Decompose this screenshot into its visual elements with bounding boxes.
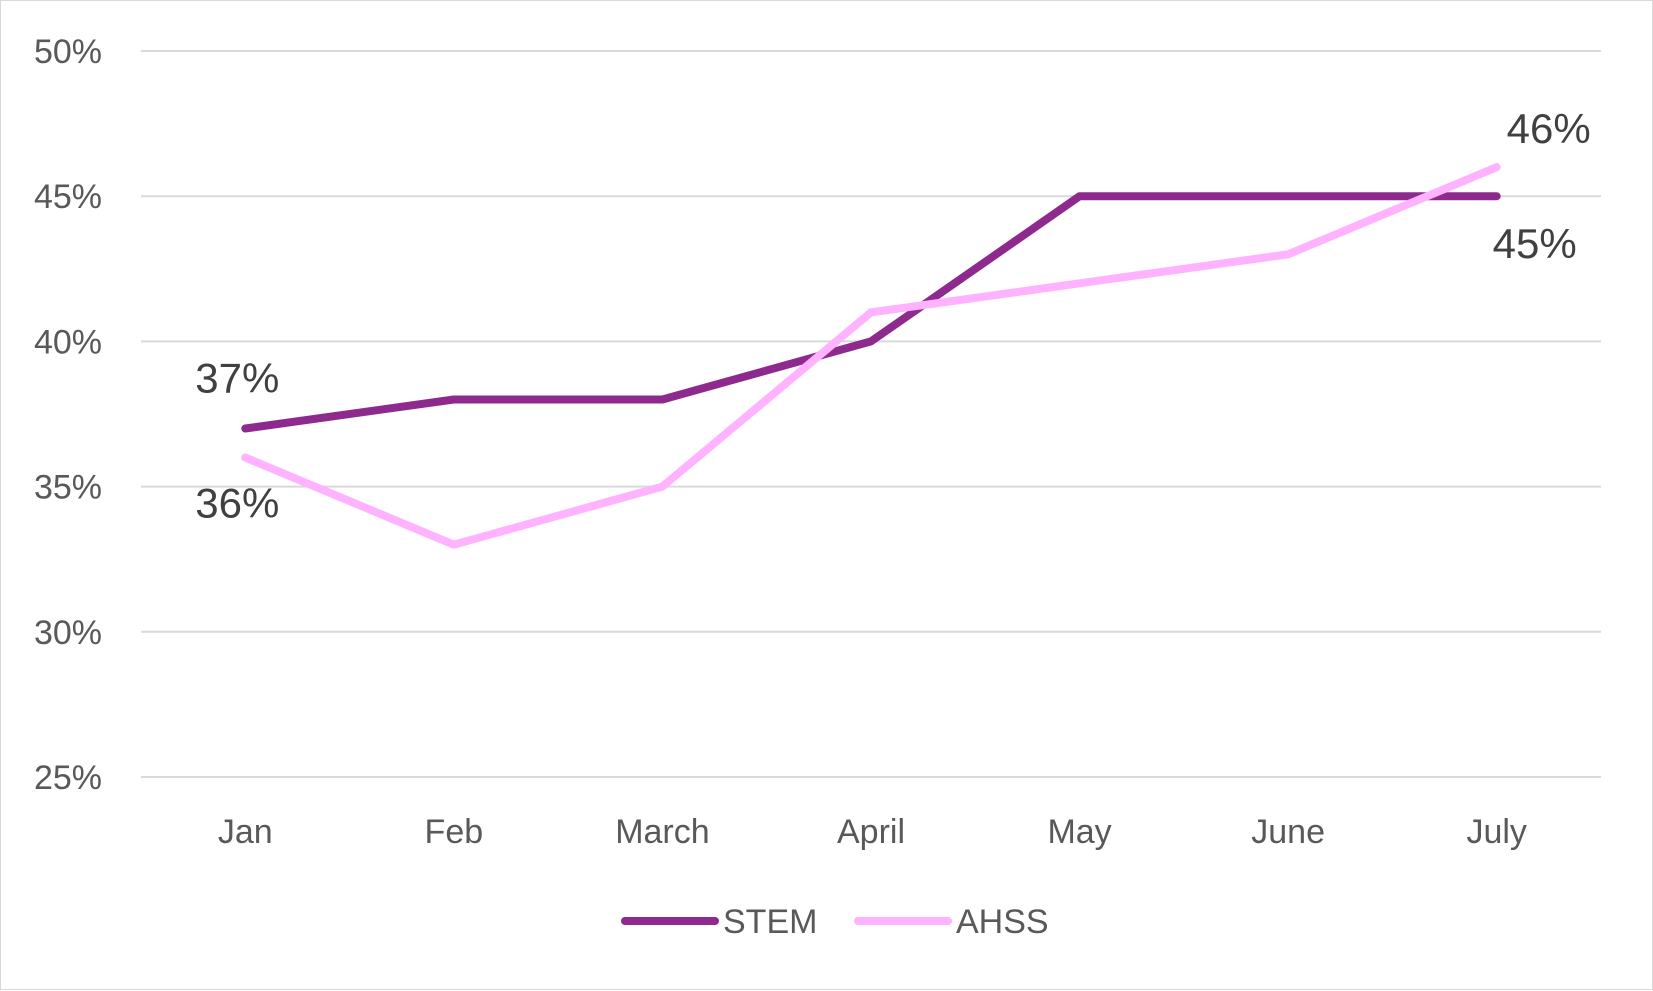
legend-label: AHSS <box>956 903 1049 941</box>
legend-label: STEM <box>723 903 817 941</box>
x-tick-label: April <box>837 813 905 851</box>
series-line-ahss <box>241 163 1501 549</box>
x-tick-label: Feb <box>425 813 484 851</box>
data-label: 37% <box>195 355 279 402</box>
x-tick-label: June <box>1251 813 1325 851</box>
series-line-stem <box>241 192 1501 433</box>
y-tick-label: 50% <box>34 33 102 71</box>
y-tick-label: 45% <box>34 178 102 216</box>
data-label: 46% <box>1507 105 1591 152</box>
y-tick-label: 30% <box>34 614 102 652</box>
y-tick-label: 40% <box>34 323 102 361</box>
x-tick-label: May <box>1047 813 1111 851</box>
data-label: 36% <box>195 480 279 527</box>
y-tick-label: 35% <box>34 469 102 507</box>
y-tick-label: 25% <box>34 759 102 797</box>
x-tick-label: July <box>1466 813 1526 851</box>
x-tick-label: March <box>615 813 709 851</box>
data-label: 45% <box>1493 220 1577 267</box>
x-tick-label: Jan <box>218 813 273 851</box>
